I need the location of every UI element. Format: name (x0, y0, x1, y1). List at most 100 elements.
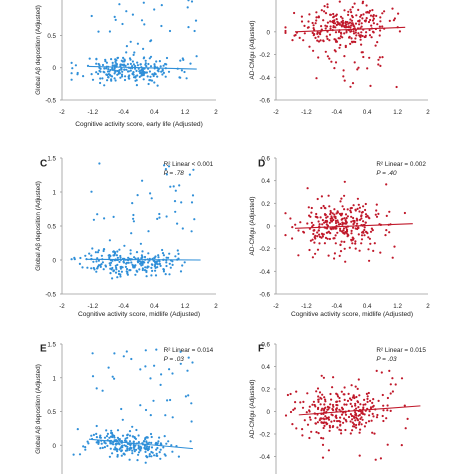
data-point (148, 57, 151, 60)
data-point (352, 30, 355, 33)
x-tick-label: -2 (59, 303, 65, 310)
data-point (320, 397, 323, 400)
data-point (314, 252, 317, 255)
data-point (324, 421, 328, 424)
data-point (307, 20, 310, 23)
data-point (149, 192, 152, 195)
data-point (330, 60, 333, 63)
data-point (116, 453, 119, 457)
data-point (335, 39, 338, 43)
data-point (345, 31, 348, 34)
data-point (315, 212, 318, 216)
data-point (351, 41, 354, 44)
data-point (127, 77, 130, 80)
data-point (352, 204, 355, 207)
regression-line (88, 438, 193, 450)
data-point (128, 430, 132, 433)
data-point (368, 414, 371, 417)
data-point (335, 18, 338, 21)
data-point (176, 249, 179, 252)
data-point (373, 242, 376, 245)
data-point (121, 75, 124, 78)
data-point (141, 70, 144, 73)
data-point (343, 180, 346, 183)
data-point (344, 213, 348, 216)
data-point (132, 444, 135, 447)
data-point (106, 79, 109, 82)
data-point (356, 68, 359, 71)
data-point (121, 418, 124, 421)
data-point (294, 33, 297, 37)
data-point (332, 409, 335, 412)
data-point (74, 64, 77, 67)
data-point (99, 81, 102, 85)
data-point (362, 403, 365, 406)
data-point (395, 85, 398, 89)
data-point (132, 71, 135, 74)
data-point (76, 73, 79, 76)
data-point (332, 22, 335, 25)
data-point (156, 260, 159, 263)
data-point (379, 64, 382, 67)
data-point (152, 399, 155, 402)
data-point (358, 394, 361, 397)
data-point (363, 413, 366, 416)
data-point (123, 244, 126, 247)
data-point (357, 233, 360, 236)
data-point (376, 23, 379, 26)
data-point (329, 20, 332, 23)
data-point (342, 229, 345, 232)
data-point (342, 69, 345, 72)
data-point (130, 261, 133, 264)
data-point (298, 36, 301, 40)
data-point (339, 15, 343, 18)
data-point (147, 252, 150, 255)
data-point (97, 259, 100, 262)
data-point (95, 71, 98, 74)
data-point (125, 350, 128, 353)
data-point (141, 250, 144, 253)
data-point (162, 446, 165, 449)
data-point (333, 257, 336, 260)
data-point (101, 446, 104, 449)
data-point (141, 263, 144, 266)
data-point (122, 63, 126, 66)
data-point (323, 424, 326, 427)
data-point (144, 62, 147, 65)
data-point (113, 436, 116, 439)
data-point (144, 59, 147, 62)
data-point (139, 445, 142, 448)
data-point (312, 224, 315, 227)
data-point (120, 59, 123, 62)
data-point (314, 36, 317, 40)
data-point (112, 250, 115, 253)
data-point (332, 25, 335, 28)
data-point (339, 227, 342, 230)
data-point (350, 405, 354, 408)
x-tick-label: 0.4 (150, 109, 159, 116)
data-point (343, 247, 346, 250)
data-point (344, 44, 347, 47)
data-point (90, 434, 93, 437)
data-point (353, 416, 356, 419)
data-point (317, 398, 320, 401)
data-point (143, 23, 146, 26)
data-point (367, 248, 370, 251)
data-point (131, 202, 134, 205)
data-point (137, 444, 140, 447)
data-point (345, 217, 348, 220)
y-tick-label: 0.5 (47, 409, 56, 416)
data-point (375, 416, 379, 419)
x-tick-label: -1.2 (87, 109, 98, 116)
data-point (367, 20, 371, 24)
data-point (326, 21, 329, 24)
data-point (126, 63, 129, 66)
data-point (372, 17, 375, 20)
data-point (190, 201, 194, 204)
data-point (97, 442, 100, 445)
data-point (179, 59, 182, 62)
data-point (129, 249, 132, 252)
data-point (97, 249, 100, 252)
panel-label: C (40, 158, 47, 169)
data-point (323, 396, 326, 399)
